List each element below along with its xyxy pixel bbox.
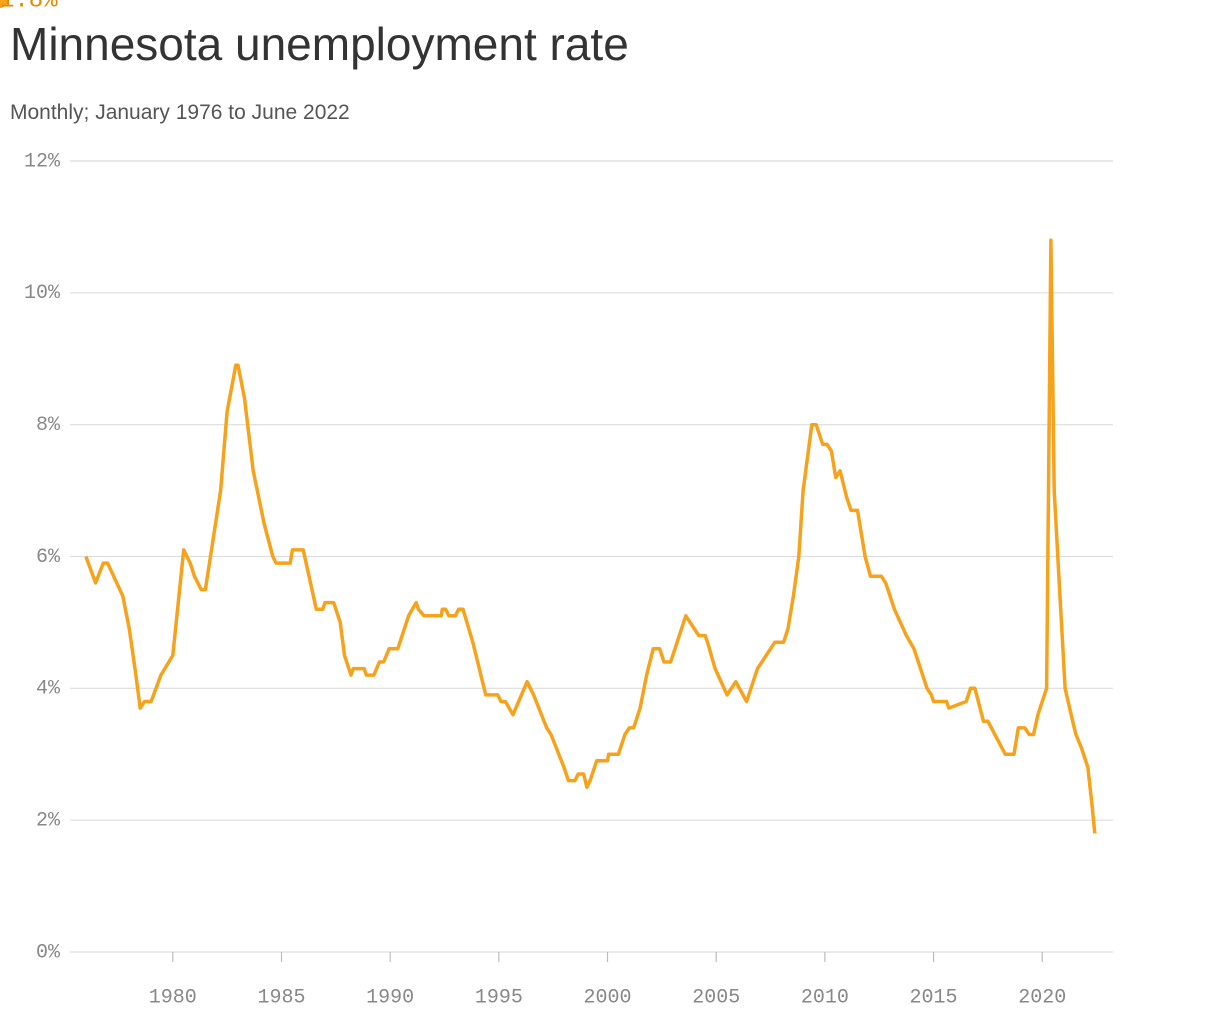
end-point	[0, 0, 8, 8]
y-tick-label: 6%	[36, 546, 61, 569]
line	[84, 238, 1097, 834]
y-tick-label: 4%	[36, 678, 61, 701]
y-tick-label: 8%	[36, 414, 61, 437]
x-tick-label: 2020	[1018, 986, 1066, 1009]
x-tick-label: 2000	[584, 986, 632, 1009]
x-tick-label: 2015	[910, 986, 958, 1009]
value-label: 1.8%	[0, 0, 58, 14]
chart-subtitle: Monthly; January 1976 to June 2022	[10, 101, 350, 124]
x-tick-label: 1995	[475, 986, 523, 1009]
y-tick-label: 12%	[24, 150, 61, 173]
x-tick-label: 1980	[149, 986, 197, 1009]
x-tick-label: 1990	[366, 986, 414, 1009]
y-tick-label: 10%	[24, 282, 61, 305]
x-tick-label: 2005	[692, 986, 740, 1009]
x-tick-label: 2010	[801, 986, 849, 1009]
y-tick-label: 0%	[36, 941, 61, 964]
y-tick-label: 2%	[36, 809, 61, 832]
x-tick-label: 1985	[257, 986, 305, 1009]
chart-title: Minnesota unemployment rate	[10, 18, 629, 70]
